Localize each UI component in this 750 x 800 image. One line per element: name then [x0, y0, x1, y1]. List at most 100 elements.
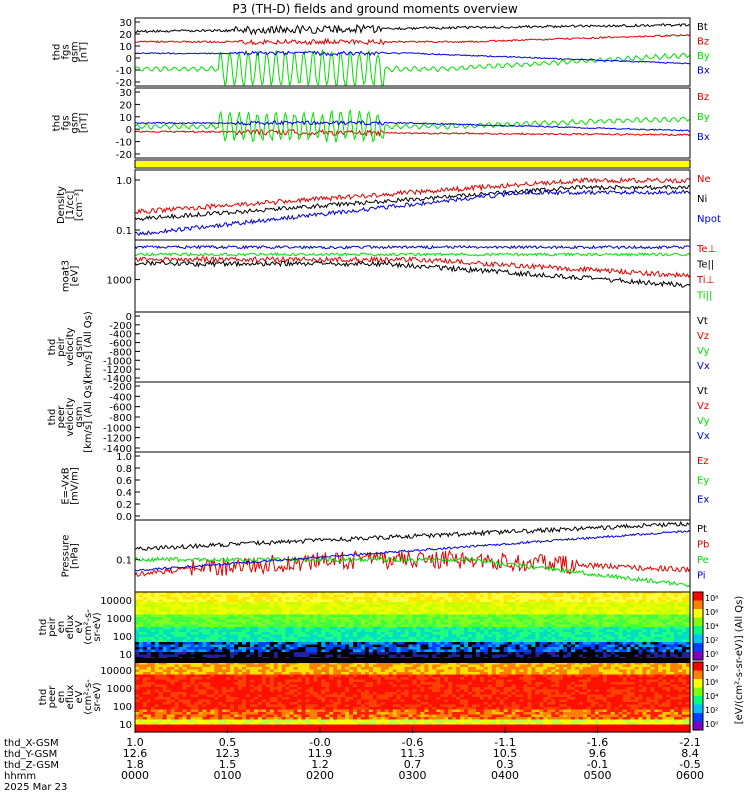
ytick-label: 1000 [107, 614, 132, 625]
xtick-z-gsm: 0.7 [404, 758, 422, 771]
row-label: hhmm [4, 771, 36, 782]
xtick-y-gsm: 11.3 [400, 747, 425, 760]
legend-Bt: Bt [697, 22, 708, 33]
ylabel-line: peir [47, 616, 58, 636]
ytick-label: 10 [119, 720, 132, 731]
spec-gap [135, 658, 690, 663]
ylabel-line: fgs [61, 44, 72, 59]
ylabel-line: velocity [65, 397, 76, 436]
ylabel-line: gsm [74, 406, 85, 427]
legend-By: By [697, 112, 710, 123]
colorbar-label: [eV/(cm²-s-sr-eV)] (All Qs) [734, 596, 745, 725]
legend-Pt: Pt [697, 524, 707, 535]
panel-frame [134, 87, 691, 159]
series-line-blue [134, 244, 691, 250]
ytick-label: -20 [116, 150, 132, 161]
series-line-green [134, 252, 691, 257]
flag-bar [135, 161, 690, 167]
ylabel-line: gsm [70, 112, 81, 133]
ylabel-line: en [56, 691, 67, 704]
ylabel-line: E=-VxB [61, 467, 72, 504]
legend-Npot: Npot [697, 214, 721, 225]
ytick-label: -1400 [103, 444, 132, 455]
heatmap-ion [135, 592, 691, 663]
panel-frame [134, 17, 691, 87]
ylabel-line: thd [47, 339, 58, 356]
series-line-blue [134, 49, 691, 65]
series-line-black [134, 23, 691, 36]
panel-frame [134, 239, 691, 313]
xtick-y-gsm: 10.5 [493, 747, 518, 760]
ytick-label: -600 [109, 339, 132, 350]
ylabel-line: gsm [74, 336, 85, 357]
colorbar-tick: 10⁴ [705, 622, 718, 631]
xtick-z-gsm: -0.5 [679, 758, 700, 771]
row-label: thd_Z-GSM [4, 760, 59, 771]
ylabel-line: (cm²-s- [83, 679, 94, 715]
xtick-z-gsm: -0.1 [587, 758, 608, 771]
colorbar-tick: 10² [705, 706, 718, 715]
xtick-x-gsm: -1.6 [587, 736, 608, 749]
xtick-x-gsm: -2.1 [679, 736, 700, 749]
ytick-label: 10 [119, 42, 132, 53]
ylabel-line: en [56, 621, 67, 634]
ylabel-line: Density [56, 186, 67, 224]
ytick-label: -20 [116, 78, 132, 89]
ytick-label: 1000 [107, 684, 132, 695]
ytick-label: 100 [113, 632, 132, 643]
xtick-y-gsm: 11.9 [308, 747, 333, 760]
ytick-label: 30 [119, 88, 132, 99]
legend-Te||: Te|| [696, 260, 714, 271]
panel-density: Density[1/cc][cm⁻³] 1.0 0.1 Ne Ni Npot [56, 174, 721, 237]
ytick-label: -400 [109, 330, 132, 341]
panel-efield: E=-VxB[mV/m] 1.00.80.60.40.20.0 Ez Ey Ex [61, 452, 710, 523]
xtick-hhmm: 0400 [491, 769, 519, 782]
xtick-hhmm: 0600 [676, 769, 704, 782]
ylabel-line: peer [47, 685, 58, 709]
colorbar: 10⁸ 10⁶ 10⁴ 10² 10⁰ [692, 661, 718, 731]
flag-frame [134, 159, 691, 169]
ylabel-line: peir [56, 336, 67, 356]
legend-Pi: Pi [697, 571, 706, 582]
series-line-green [134, 49, 691, 88]
colorbar-tick: 10⁶ [705, 678, 718, 687]
ytick-label: 0.6 [116, 476, 132, 487]
xtick-hhmm: 0000 [121, 769, 149, 782]
date-label: 2025 Mar 23 [4, 782, 67, 793]
legend-Ex: Ex [697, 495, 709, 506]
ylabel-line: [km/s] (All Qs) [83, 381, 94, 453]
ytick-label: 0.1 [116, 226, 132, 237]
legend-Ti||: Ti|| [696, 291, 712, 302]
ylabel-line: [nPa] [70, 543, 81, 569]
panel-frame [134, 311, 691, 383]
xtick-y-gsm: 12.3 [215, 747, 240, 760]
xtick-x-gsm: -0.0 [309, 736, 330, 749]
colorbar-tick: 10⁸ [705, 664, 718, 673]
legend-Ey: Ey [697, 475, 709, 486]
series-line-red [135, 33, 691, 46]
ylabel-line: peer [56, 405, 67, 429]
ylabel-line: gsm [70, 41, 81, 62]
ylabel-line: [km/s] (All Qs) [83, 311, 94, 383]
colorbar-tick: 10⁰ [705, 650, 718, 659]
row-label: thd_X-GSM [4, 738, 59, 749]
ytick-label: -200 [109, 382, 132, 393]
legend-Vt: Vt [697, 316, 708, 327]
heatmap-electron [135, 662, 691, 733]
legend-Ti⊥: Ti⊥ [696, 275, 714, 286]
xtick-x-gsm: 0.5 [219, 736, 237, 749]
series-line-blue [134, 529, 691, 572]
colorbar-tick: 10⁶ [705, 608, 718, 617]
legend-Bz: Bz [697, 37, 709, 48]
ytick-label: 0.8 [116, 464, 132, 475]
ylabel-line: sr-eV) [92, 682, 103, 711]
xtick-y-gsm: 12.6 [123, 747, 148, 760]
ytick-label: 0.2 [116, 500, 132, 511]
legend-Bx: Bx [697, 66, 710, 77]
ylabel-line: velocity [65, 327, 76, 366]
ytick-label: -10 [116, 138, 132, 149]
